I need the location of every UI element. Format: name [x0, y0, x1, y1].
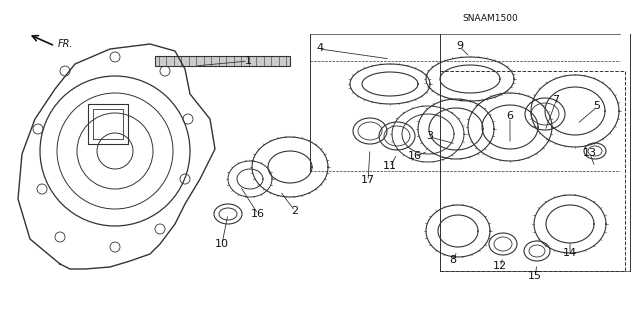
Text: 13: 13 [583, 148, 597, 158]
Text: 17: 17 [361, 175, 375, 185]
Text: 8: 8 [449, 255, 456, 265]
Text: 4: 4 [316, 43, 324, 53]
Text: 15: 15 [528, 271, 542, 281]
Text: SNAAM1500: SNAAM1500 [462, 14, 518, 23]
Text: 16: 16 [251, 209, 265, 219]
FancyBboxPatch shape [155, 56, 290, 66]
Text: 9: 9 [456, 41, 463, 51]
Text: 14: 14 [563, 248, 577, 258]
Text: 11: 11 [383, 161, 397, 171]
Text: 6: 6 [506, 111, 513, 121]
Text: 7: 7 [552, 95, 559, 105]
Text: 2: 2 [291, 206, 299, 216]
Text: FR.: FR. [58, 39, 74, 49]
Text: 3: 3 [426, 131, 433, 141]
Text: 16: 16 [408, 151, 422, 161]
Text: 12: 12 [493, 261, 507, 271]
Text: 5: 5 [593, 101, 600, 111]
Text: 1: 1 [244, 56, 252, 66]
Text: 10: 10 [215, 239, 229, 249]
